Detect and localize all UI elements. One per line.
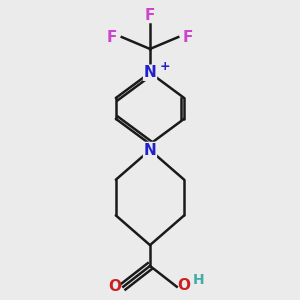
Text: H: H — [193, 273, 205, 287]
Text: F: F — [183, 30, 193, 45]
Text: O: O — [108, 279, 121, 294]
Text: N: N — [144, 142, 156, 158]
Text: N: N — [144, 65, 156, 80]
Text: F: F — [107, 30, 117, 45]
Text: O: O — [178, 278, 191, 293]
Text: F: F — [145, 8, 155, 23]
Text: +: + — [160, 60, 170, 73]
